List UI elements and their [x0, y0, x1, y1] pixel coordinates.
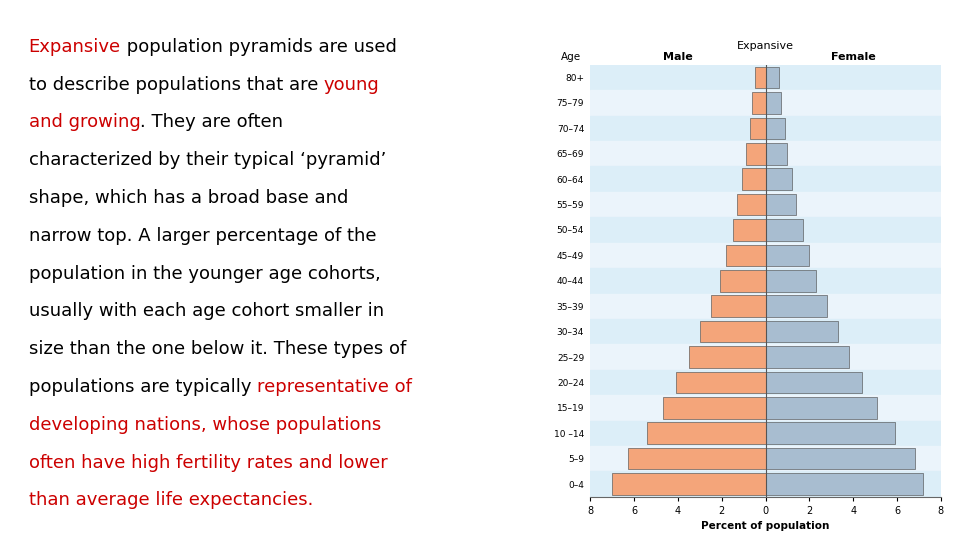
Bar — [700, 321, 765, 342]
Text: population in the younger age cohorts,: population in the younger age cohorts, — [29, 265, 380, 282]
Text: Female: Female — [830, 52, 876, 62]
Bar — [590, 217, 941, 242]
Bar — [628, 448, 765, 469]
Bar — [590, 370, 941, 395]
Bar — [765, 346, 849, 368]
Text: size than the one below it. These types of: size than the one below it. These types … — [29, 340, 406, 358]
Bar — [590, 294, 941, 319]
Text: Expansive: Expansive — [29, 38, 121, 56]
Bar — [765, 448, 915, 469]
Bar — [710, 295, 765, 317]
Text: usually with each age cohort smaller in: usually with each age cohort smaller in — [29, 302, 384, 320]
Bar — [765, 295, 827, 317]
Text: developing nations, whose populations: developing nations, whose populations — [29, 416, 381, 434]
Text: Male: Male — [663, 52, 693, 62]
Bar — [765, 143, 787, 165]
Bar — [590, 345, 941, 370]
Bar — [590, 421, 941, 446]
Bar — [590, 141, 941, 166]
Bar — [590, 116, 941, 141]
Text: than average life expectancies.: than average life expectancies. — [29, 491, 313, 509]
Text: Expansive: Expansive — [737, 41, 794, 51]
Bar — [726, 245, 765, 266]
Bar — [662, 397, 765, 418]
Bar — [765, 67, 779, 89]
Bar — [590, 319, 941, 345]
Bar — [765, 473, 924, 495]
Text: . They are often: . They are often — [140, 113, 283, 131]
Bar — [765, 194, 796, 215]
Bar — [765, 372, 862, 393]
Text: young: young — [324, 76, 379, 93]
Text: Age: Age — [561, 52, 581, 62]
Bar — [751, 118, 765, 139]
Text: population pyramids are used: population pyramids are used — [121, 38, 396, 56]
X-axis label: Percent of population: Percent of population — [702, 522, 829, 531]
Bar — [765, 219, 803, 241]
Bar — [732, 219, 765, 241]
Bar — [741, 168, 765, 190]
Text: characterized by their typical ‘pyramid’: characterized by their typical ‘pyramid’ — [29, 151, 386, 169]
Bar — [765, 118, 785, 139]
Bar — [765, 168, 792, 190]
Bar — [590, 471, 941, 497]
Text: often have high fertility rates and lower: often have high fertility rates and lowe… — [29, 454, 387, 471]
Bar — [737, 194, 765, 215]
Bar — [612, 473, 765, 495]
Bar — [647, 422, 765, 444]
Text: representative of: representative of — [257, 378, 412, 396]
Bar — [590, 395, 941, 421]
Bar — [765, 245, 809, 266]
Bar — [765, 270, 816, 292]
Bar — [753, 92, 765, 114]
Bar — [590, 268, 941, 294]
Bar — [689, 346, 765, 368]
Bar — [720, 270, 765, 292]
Text: and growing: and growing — [29, 113, 140, 131]
Bar — [765, 321, 838, 342]
Text: populations are typically: populations are typically — [29, 378, 257, 396]
Bar — [590, 192, 941, 217]
Bar — [590, 242, 941, 268]
Text: shape, which has a broad base and: shape, which has a broad base and — [29, 189, 348, 207]
Bar — [765, 92, 780, 114]
Bar — [765, 422, 895, 444]
Bar — [765, 397, 877, 418]
Bar — [746, 143, 765, 165]
Bar — [676, 372, 765, 393]
Bar — [590, 166, 941, 192]
Bar — [755, 67, 765, 89]
Bar — [590, 90, 941, 116]
Text: to describe populations that are: to describe populations that are — [29, 76, 324, 93]
Text: narrow top. A larger percentage of the: narrow top. A larger percentage of the — [29, 227, 376, 245]
Bar — [590, 65, 941, 90]
Bar — [590, 446, 941, 471]
